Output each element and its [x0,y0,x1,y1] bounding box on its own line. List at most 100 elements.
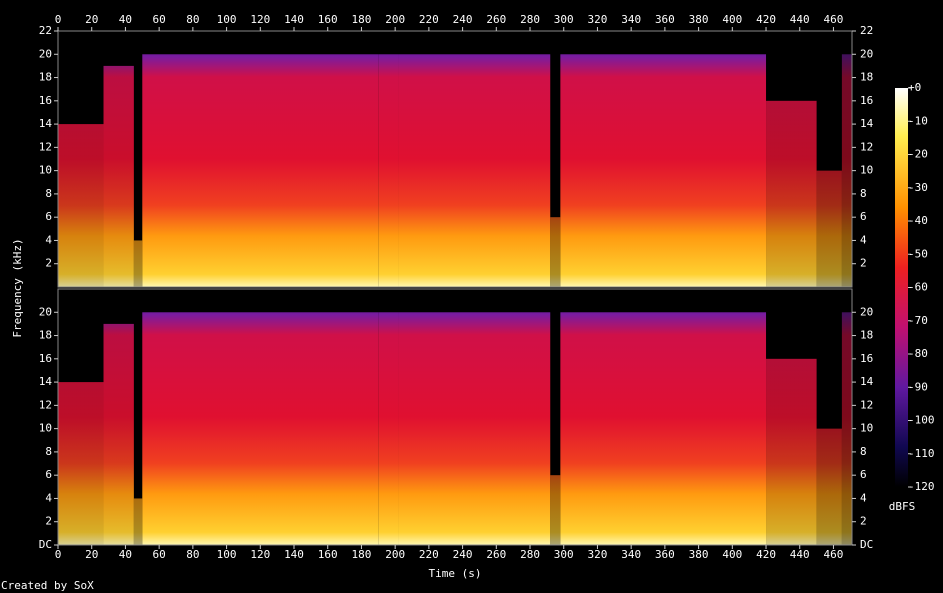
x-tick-label: 200 [385,548,405,561]
x-tick-label: 460 [824,548,844,561]
y-tick-label: 10 [860,422,873,435]
colorbar-tick-label: -110 [908,447,935,460]
y-tick-label: 4 [45,491,52,504]
y-tick-label: 10 [39,422,52,435]
spectrum-segment [142,312,379,545]
panel-border [57,288,853,546]
y-tick-label: 22 [39,24,52,37]
spectrum-segment [103,323,134,545]
colorbar-tick-label: -20 [908,148,928,161]
y-tick-label: 10 [860,164,873,177]
x-tick-label: 120 [250,13,270,26]
x-tick-label: 460 [824,13,844,26]
y-tick-label: 20 [39,305,52,318]
x-tick-label: 100 [217,13,237,26]
y-tick-label: 4 [860,233,867,246]
x-tick-label: 340 [621,13,641,26]
y-axis-label: Frequency (kHz) [11,238,24,337]
y-tick-label: 14 [39,117,53,130]
panel-border [57,30,853,288]
x-tick-label: 220 [419,13,439,26]
y-tick-label: 2 [860,515,867,528]
y-tick-label: 18 [860,71,873,84]
colorbar-tick-label: -40 [908,214,928,227]
y-tick-label: 6 [860,468,867,481]
spectrum-segment [841,312,852,545]
spectrum-segment [766,358,817,545]
colorbar-tick-label: -100 [908,414,935,427]
y-tick-label: 8 [45,445,52,458]
y-tick-label: 20 [39,47,52,60]
x-tick-label: 260 [486,548,506,561]
x-tick-label: 40 [119,13,132,26]
x-tick-label: 440 [790,13,810,26]
spectrum-segment [398,54,551,287]
y-tick-label: 16 [860,352,873,365]
x-tick-label: 420 [756,13,776,26]
y-tick-label: 12 [860,398,873,411]
y-tick-label: 18 [39,329,52,342]
y-tick-label: 14 [860,375,874,388]
spectrum-segment [550,217,561,287]
x-tick-label: 360 [655,548,675,561]
y-tick-label: 18 [39,71,52,84]
x-tick-label: 0 [55,13,62,26]
x-tick-label: 140 [284,13,304,26]
y-tick-label: 2 [45,257,52,270]
y-tick-label: 18 [860,329,873,342]
spectrum-segment [841,54,852,287]
y-tick-label: 16 [39,352,52,365]
x-tick-label: 160 [318,13,338,26]
x-tick-label: 60 [153,548,166,561]
spectrum-segment [142,54,379,287]
x-tick-label: 40 [119,548,132,561]
x-tick-label: 160 [318,548,338,561]
x-tick-label: 340 [621,548,641,561]
spectrum-segment [560,312,767,545]
spectrum-segment [103,65,134,287]
x-tick-label: 300 [554,548,574,561]
x-tick-label: 0 [55,548,62,561]
y-tick-label: 8 [860,445,867,458]
x-tick-label: 380 [689,13,709,26]
spectrum-segment [816,428,842,545]
y-tick-label: 12 [860,140,873,153]
y-tick-label: 6 [45,468,52,481]
x-tick-label: 240 [453,13,473,26]
spectrum-segment [58,124,104,287]
x-tick-label: 360 [655,13,675,26]
x-tick-label: 140 [284,548,304,561]
spectrum-segment [398,312,551,545]
x-tick-label: 100 [217,548,237,561]
y-tick-label: 12 [39,140,52,153]
x-tick-label: 280 [520,548,540,561]
y-tick-label: 2 [45,515,52,528]
spectrum-segment [58,382,104,545]
y-tick-label: 2 [860,257,867,270]
x-tick-label: 400 [722,13,742,26]
x-tick-label: 180 [352,13,372,26]
colorbar-tick-label: +0 [908,81,921,94]
spectrum-segment [766,100,817,288]
x-tick-label: 20 [85,13,98,26]
x-tick-label: 280 [520,13,540,26]
y-tick-label: 6 [45,210,52,223]
x-tick-label: 420 [756,548,776,561]
y-tick-label: 22 [860,24,873,37]
spectrum-segment [133,240,143,287]
x-tick-label: 320 [588,548,608,561]
x-tick-label: 300 [554,13,574,26]
y-tick-label: 14 [39,375,53,388]
x-tick-label: 320 [588,13,608,26]
y-tick-label: 4 [860,491,867,504]
y-tick-label: DC [39,538,52,551]
x-tick-label: 240 [453,548,473,561]
x-tick-label: 80 [186,548,199,561]
x-tick-label: 380 [689,548,709,561]
y-tick-label: 16 [860,94,873,107]
y-tick-label: 14 [860,117,874,130]
x-tick-label: 60 [153,13,166,26]
x-tick-label: 80 [186,13,199,26]
spectrum-segment [560,54,767,287]
y-tick-label: DC [860,538,873,551]
